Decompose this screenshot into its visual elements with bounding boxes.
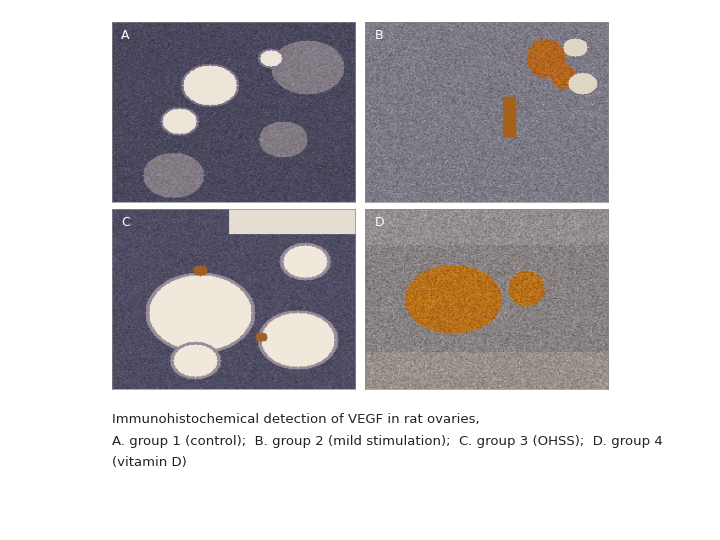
Text: B: B xyxy=(374,29,383,42)
Text: D: D xyxy=(374,216,384,229)
Text: A: A xyxy=(122,29,130,42)
Text: C: C xyxy=(122,216,130,229)
Text: Immunohistochemical detection of VEGF in rat ovaries,: Immunohistochemical detection of VEGF in… xyxy=(112,413,480,426)
Text: (vitamin D): (vitamin D) xyxy=(112,456,186,469)
Text: A. group 1 (control);  B. group 2 (mild stimulation);  C. group 3 (OHSS);  D. gr: A. group 1 (control); B. group 2 (mild s… xyxy=(112,435,662,448)
